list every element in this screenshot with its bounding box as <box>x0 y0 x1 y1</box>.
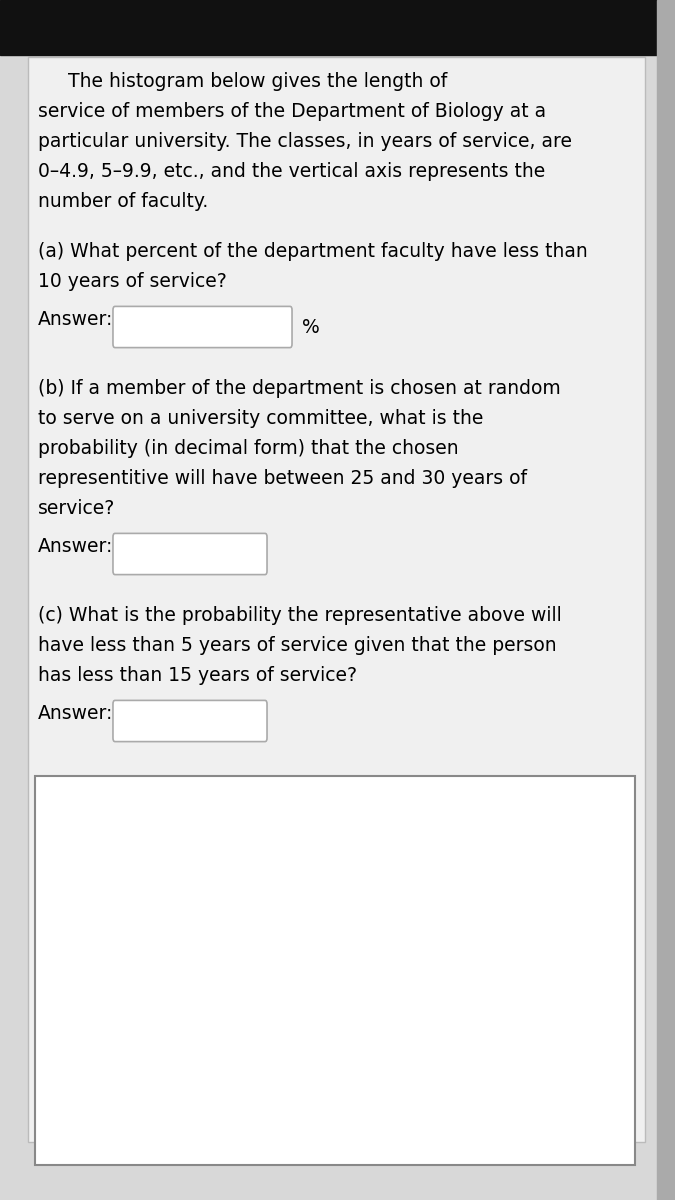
Title: Biology Faculty: Biology Faculty <box>315 799 410 809</box>
Bar <box>532 836 617 1122</box>
Text: particular university. The classes, in years of service, are: particular university. The classes, in y… <box>38 132 572 151</box>
Text: Answer:: Answer: <box>38 538 113 556</box>
Text: Answer:: Answer: <box>38 704 113 722</box>
Bar <box>277 863 362 1122</box>
Text: (b) If a member of the department is chosen at random: (b) If a member of the department is cho… <box>38 379 561 398</box>
Text: has less than 15 years of service?: has less than 15 years of service? <box>38 666 357 685</box>
Text: 0–4.9, 5–9.9, etc., and the vertical axis represents the: 0–4.9, 5–9.9, etc., and the vertical axi… <box>38 162 545 181</box>
Text: %: % <box>302 318 320 337</box>
Text: 10 years of service?: 10 years of service? <box>38 272 227 290</box>
Text: probability (in decimal form) that the chosen: probability (in decimal form) that the c… <box>38 439 458 458</box>
Text: (c) What is the probability the representative above will: (c) What is the probability the represen… <box>38 606 562 625</box>
Text: to serve on a university committee, what is the: to serve on a university committee, what… <box>38 409 483 428</box>
Bar <box>362 1070 447 1122</box>
Text: number of faculty.: number of faculty. <box>38 192 209 211</box>
Bar <box>107 992 192 1122</box>
Text: (a) What percent of the department faculty have less than: (a) What percent of the department facul… <box>38 242 588 260</box>
Text: representitive will have between 25 and 30 years of: representitive will have between 25 and … <box>38 469 527 488</box>
Bar <box>192 836 277 1122</box>
Text: have less than 5 years of service given that the person: have less than 5 years of service given … <box>38 636 557 655</box>
Text: service?: service? <box>38 499 115 518</box>
Text: Answer:: Answer: <box>38 310 113 329</box>
Bar <box>447 836 532 1122</box>
Text: service of members of the Department of Biology at a: service of members of the Department of … <box>38 102 546 121</box>
Text: The histogram below gives the length of: The histogram below gives the length of <box>38 72 448 91</box>
